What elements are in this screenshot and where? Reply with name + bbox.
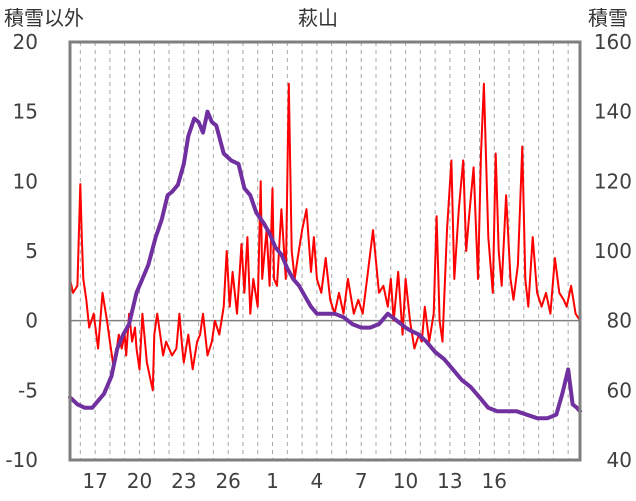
snow-depth-series-line xyxy=(68,109,582,421)
x-tick-label: 10 xyxy=(393,469,418,493)
right-axis-ticks: 160 140 120 100 80 60 40 xyxy=(594,30,632,472)
left-tick-label: 10 xyxy=(13,169,38,193)
non-snow-series-line xyxy=(69,82,581,392)
plot-frame xyxy=(68,40,582,462)
left-tick-label: 15 xyxy=(13,100,38,124)
left-axis-ticks: 20 15 10 5 0 -5 -10 xyxy=(5,30,38,472)
right-tick-label: 40 xyxy=(607,448,632,472)
left-tick-label: 0 xyxy=(25,309,38,333)
left-tick-label: -10 xyxy=(5,448,38,472)
right-tick-label: 60 xyxy=(607,378,632,402)
x-tick-label: 13 xyxy=(437,469,462,493)
x-tick-label: 1 xyxy=(266,469,279,493)
left-tick-label: -5 xyxy=(18,378,38,402)
right-tick-label: 160 xyxy=(594,30,632,54)
right-axis-label: 積雪 xyxy=(588,6,628,30)
x-tick-label: 4 xyxy=(311,469,324,493)
left-tick-label: 20 xyxy=(13,30,38,54)
x-tick-label: 17 xyxy=(82,469,107,493)
x-tick-label: 23 xyxy=(171,469,196,493)
right-tick-label: 100 xyxy=(594,239,632,263)
x-axis-ticks: 17 20 23 26 1 4 7 10 13 16 xyxy=(82,469,507,493)
x-tick-label: 26 xyxy=(215,469,240,493)
right-tick-label: 120 xyxy=(594,169,632,193)
x-tick-label: 20 xyxy=(127,469,152,493)
chart-title: 萩山 xyxy=(298,6,338,30)
left-axis-label: 積雪以外 xyxy=(4,6,84,30)
x-tick-label: 16 xyxy=(482,469,507,493)
right-tick-label: 80 xyxy=(607,309,632,333)
right-tick-label: 140 xyxy=(594,100,632,124)
x-tick-label: 7 xyxy=(355,469,368,493)
left-tick-label: 5 xyxy=(25,239,38,263)
series-layer xyxy=(68,82,582,421)
